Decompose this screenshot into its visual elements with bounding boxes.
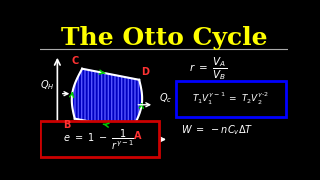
Text: The Otto Cycle: The Otto Cycle (61, 26, 267, 50)
FancyBboxPatch shape (40, 121, 159, 158)
Text: $r\ =\ \dfrac{V_A}{V_B}$: $r\ =\ \dfrac{V_A}{V_B}$ (189, 55, 227, 82)
Text: $e\ =\ 1\ -\ \dfrac{1}{r^{\gamma-1}}$: $e\ =\ 1\ -\ \dfrac{1}{r^{\gamma-1}}$ (63, 127, 136, 152)
Text: D: D (141, 67, 149, 77)
Text: $Q_H$: $Q_H$ (40, 78, 55, 92)
Text: B: B (64, 120, 71, 130)
Text: A: A (134, 131, 142, 141)
Text: $T_1V_1^{\gamma-1}\ =\ T_2V_2^{\gamma\text{-}2}$: $T_1V_1^{\gamma-1}\ =\ T_2V_2^{\gamma\te… (192, 90, 269, 107)
Text: C: C (71, 56, 78, 66)
FancyBboxPatch shape (176, 81, 285, 117)
Text: $Q_c$: $Q_c$ (159, 91, 172, 105)
Text: $W\ =\ -nC_v\Delta T$: $W\ =\ -nC_v\Delta T$ (181, 123, 254, 137)
Polygon shape (72, 69, 142, 130)
